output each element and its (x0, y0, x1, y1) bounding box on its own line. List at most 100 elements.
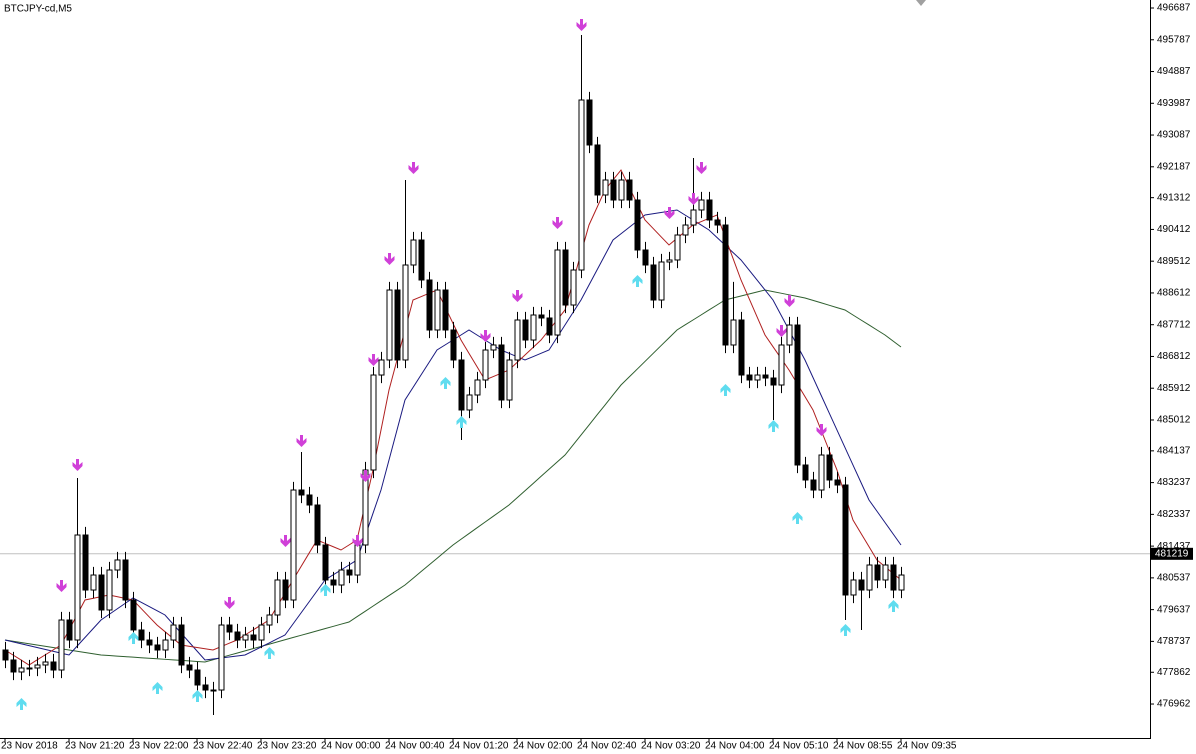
up-arrow (16, 697, 27, 710)
candle-body (554, 249, 561, 336)
candle-body (874, 564, 881, 581)
chart-title: BTCJPY-cd,M5 (4, 4, 72, 15)
down-arrow (816, 424, 827, 437)
up-arrow (128, 632, 139, 645)
candle-body (434, 289, 441, 331)
y-tick-label: 485912 (1157, 383, 1191, 394)
candle-body (858, 579, 865, 591)
candle-body (330, 579, 337, 586)
candle-body (826, 454, 833, 481)
candle-body (258, 624, 265, 641)
x-tick-label: 24 Nov 00:00 (321, 741, 381, 752)
candle-body (274, 579, 281, 616)
candle-body (226, 624, 233, 633)
candle-body (850, 579, 857, 596)
down-arrow (296, 434, 307, 447)
candle-body (682, 224, 689, 236)
down-arrow (688, 192, 699, 205)
candle-body (234, 631, 241, 641)
up-arrow (720, 383, 731, 396)
candle-body (242, 634, 249, 641)
moving-average-line (4, 289, 902, 663)
candle-body (410, 239, 417, 266)
candle-body (474, 379, 481, 396)
candle-body (74, 534, 81, 641)
candle-body (306, 494, 313, 506)
up-arrow (152, 682, 163, 695)
y-tick-label: 481437 (1157, 541, 1191, 552)
candle-body (514, 319, 521, 361)
candle-body (58, 619, 65, 671)
candle-body (2, 649, 9, 661)
up-arrow (440, 377, 451, 390)
candle-body (322, 544, 329, 581)
candle-body (642, 249, 649, 266)
candle-body (346, 569, 353, 576)
y-tick-label: 482337 (1157, 509, 1191, 520)
chart-shift-marker (916, 0, 926, 6)
candle-body (546, 317, 553, 336)
candle-body (698, 199, 705, 211)
y-tick-label: 494887 (1157, 66, 1191, 77)
y-tick-label: 485012 (1157, 415, 1191, 426)
candle-body (794, 324, 801, 466)
candle-body (314, 504, 321, 546)
up-arrow (320, 583, 331, 596)
candle-body (578, 99, 585, 271)
candle-body (426, 279, 433, 331)
candle-body (114, 559, 121, 571)
x-tick-label: 23 Nov 23:20 (257, 741, 317, 752)
candle-body (890, 564, 897, 591)
candle-body (898, 574, 905, 591)
candle-body (714, 219, 721, 226)
down-arrow (360, 469, 371, 482)
candle-body (18, 667, 25, 673)
down-arrow (408, 161, 419, 174)
candle-body (754, 374, 761, 381)
down-arrow (512, 289, 523, 302)
x-tick-label: 23 Nov 22:40 (193, 741, 253, 752)
candle-body (866, 564, 873, 591)
down-arrow (384, 252, 395, 265)
y-tick-label: 478737 (1157, 636, 1191, 647)
down-arrow (552, 216, 563, 229)
x-tick-label: 24 Nov 02:00 (513, 741, 573, 752)
candle-body (290, 489, 297, 601)
candle-body (490, 344, 497, 351)
candle-body (442, 289, 449, 331)
candle-body (586, 99, 593, 146)
candle-body (202, 684, 209, 691)
candle-body (402, 264, 409, 361)
candle-body (82, 534, 89, 591)
down-arrow (776, 325, 787, 338)
candle-body (602, 179, 609, 196)
down-arrow (480, 330, 491, 343)
candle-body (250, 634, 257, 641)
up-arrow (888, 600, 899, 613)
up-arrow (792, 512, 803, 525)
candle-body (42, 661, 49, 666)
candle-body (146, 639, 153, 646)
candle-body (634, 199, 641, 251)
candle-body (666, 259, 673, 263)
candle-body (418, 239, 425, 281)
y-tick-label: 486812 (1157, 351, 1191, 362)
candle-body (570, 269, 577, 306)
candle-body (138, 629, 145, 641)
candle-body (378, 359, 385, 376)
candle-body (618, 179, 625, 201)
candle-body (282, 579, 289, 601)
y-tick-label: 483237 (1157, 477, 1191, 488)
candle-body (66, 619, 73, 641)
up-arrow (192, 689, 203, 702)
candle-body (450, 329, 457, 361)
candle-body (50, 661, 57, 671)
candle-body (354, 544, 361, 576)
x-tick-label: 23 Nov 21:20 (65, 741, 125, 752)
candle-body (298, 489, 305, 496)
candle-body (98, 574, 105, 611)
candle-body (538, 314, 545, 319)
y-tick-label: 491312 (1157, 192, 1191, 203)
